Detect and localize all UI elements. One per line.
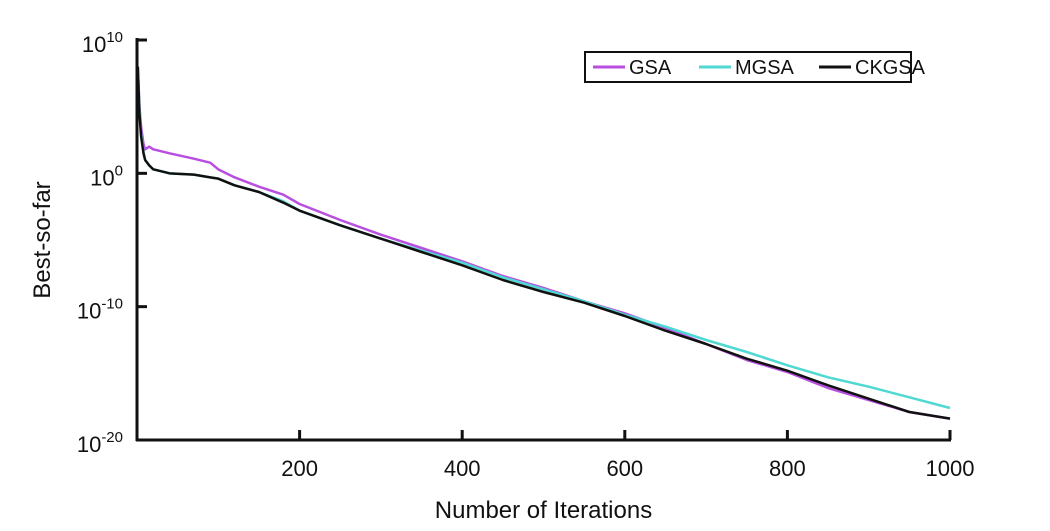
x-tick-label: 1000 xyxy=(926,456,975,481)
legend-label-mgsa: MGSA xyxy=(735,57,795,79)
legend-label-gsa: GSA xyxy=(629,57,672,79)
series-layer xyxy=(136,66,951,420)
series-line-ckgsa xyxy=(136,66,951,420)
y-tick-base: 10 xyxy=(82,32,106,57)
axes-layer xyxy=(135,38,951,442)
y-tick-exponent: -10 xyxy=(101,296,123,313)
y-tick-label: 10-10 xyxy=(77,296,123,324)
y-tick-exponent: -20 xyxy=(101,429,123,446)
y-tick-label: 1010 xyxy=(82,29,123,57)
x-tick-label: 400 xyxy=(444,456,481,481)
legend-box xyxy=(584,51,912,83)
x-tick-label: 200 xyxy=(281,456,318,481)
y-tick-label: 100 xyxy=(90,162,123,190)
series-line-mgsa xyxy=(136,66,951,410)
y-tick-exponent: 0 xyxy=(115,162,123,179)
legend: GSA MGSA CKGSA xyxy=(584,51,926,83)
y-tick-exponent: 10 xyxy=(106,29,123,46)
y-tick-base: 10 xyxy=(77,299,101,324)
x-tick-label: 800 xyxy=(769,456,806,481)
y-tick-label: 10-20 xyxy=(77,429,123,457)
legend-label-ckgsa: CKGSA xyxy=(855,57,926,79)
y-tick-base: 10 xyxy=(90,165,114,190)
y-axis-title: Best-so-far xyxy=(29,181,56,298)
x-axis-title: Number of Iterations xyxy=(435,497,652,524)
x-tick-label: 600 xyxy=(606,456,643,481)
series-line-gsa xyxy=(136,66,951,420)
y-tick-base: 10 xyxy=(77,432,101,457)
